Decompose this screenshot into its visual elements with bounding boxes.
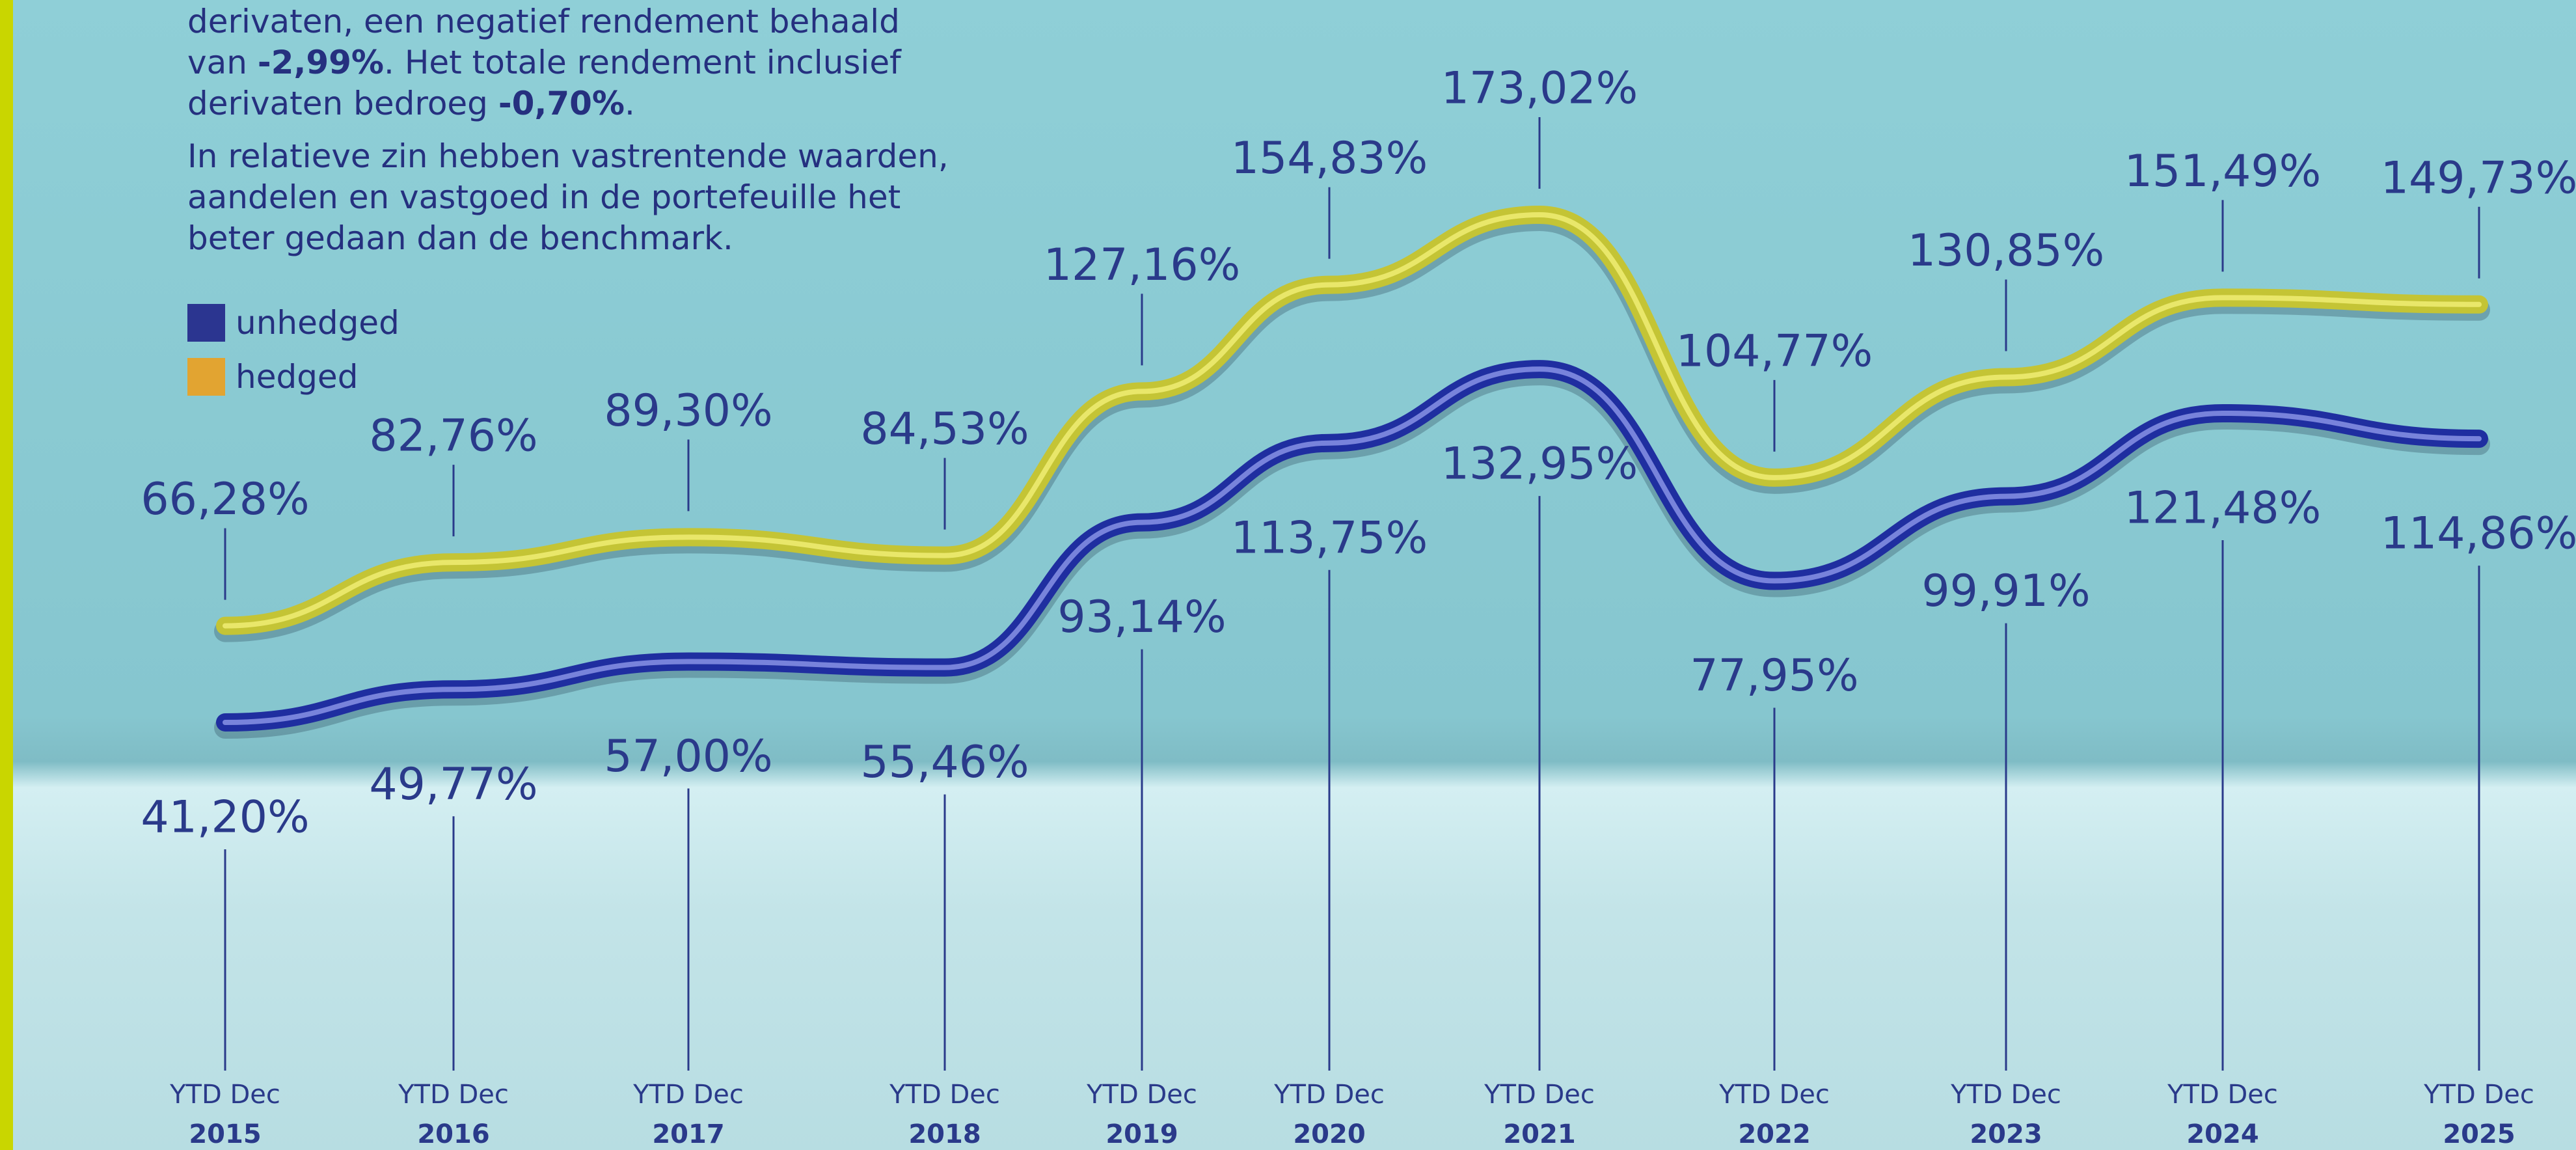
text: derivaten, een negatief rendement behaal… xyxy=(187,3,900,81)
value-label: 55,46% xyxy=(860,737,1029,788)
legend-item: unhedged xyxy=(187,304,400,342)
x-tick-label: 2022 xyxy=(1738,1119,1810,1149)
x-tick-label: 2021 xyxy=(1503,1119,1575,1149)
value-label: 127,16% xyxy=(1044,240,1241,291)
value-label: 82,76% xyxy=(369,411,537,462)
x-tick-prefix: YTD Dec xyxy=(2423,1080,2534,1110)
x-tick-prefix: YTD Dec xyxy=(632,1080,744,1110)
value-label: 132,95% xyxy=(1441,439,1638,490)
value-label: 66,28% xyxy=(141,474,309,525)
bold-text: -2,99% xyxy=(257,44,385,81)
value-label: 89,30% xyxy=(604,385,772,437)
legend-swatch xyxy=(187,304,225,342)
value-label: 99,91% xyxy=(1921,566,2090,617)
paragraph: derivaten, een negatief rendement behaal… xyxy=(187,1,968,124)
legend-swatch xyxy=(187,358,225,396)
legend-item: hedged xyxy=(187,358,358,396)
value-label: 173,02% xyxy=(1441,63,1638,115)
value-label: 114,86% xyxy=(2381,508,2576,560)
x-tick-label: 2024 xyxy=(2186,1119,2258,1149)
x-tick-label: 2020 xyxy=(1293,1119,1365,1149)
value-label: 93,14% xyxy=(1057,592,1226,643)
x-tick-prefix: YTD Dec xyxy=(2167,1080,2278,1110)
x-tick-prefix: YTD Dec xyxy=(398,1080,509,1110)
x-tick-prefix: YTD Dec xyxy=(169,1080,280,1110)
value-label: 154,83% xyxy=(1231,133,1428,184)
paragraph: In relatieve zin hebben vastrentende waa… xyxy=(187,136,968,259)
line-highlight xyxy=(223,366,2482,725)
value-label: 113,75% xyxy=(1231,512,1428,564)
line-highlight xyxy=(223,212,2482,629)
value-label: 130,85% xyxy=(1908,225,2105,277)
x-tick-label: 2018 xyxy=(908,1119,981,1149)
x-tick-label: 2015 xyxy=(189,1119,261,1149)
value-label: 41,20% xyxy=(141,792,309,843)
text-block: derivaten, een negatief rendement behaal… xyxy=(187,1,968,271)
x-tick-label: 2017 xyxy=(652,1119,724,1149)
text: . xyxy=(625,85,635,122)
value-label: 149,73% xyxy=(2381,152,2576,204)
text: . Het totale rendement inclusief derivat… xyxy=(187,44,901,122)
legend-label: unhedged xyxy=(236,304,400,342)
legend-label: hedged xyxy=(236,358,359,396)
value-label: 77,95% xyxy=(1690,650,1858,702)
x-tick-label: 2019 xyxy=(1105,1119,1178,1149)
x-tick-label: 2023 xyxy=(1970,1119,2042,1149)
value-label: 151,49% xyxy=(2124,146,2322,197)
text: In relatieve zin hebben vastrentende waa… xyxy=(187,137,949,257)
x-tick-prefix: YTD Dec xyxy=(1718,1080,1830,1110)
value-label: 57,00% xyxy=(604,731,772,782)
x-tick-prefix: YTD Dec xyxy=(889,1080,1000,1110)
value-label: 121,48% xyxy=(2124,483,2322,534)
x-tick-prefix: YTD Dec xyxy=(1484,1080,1595,1110)
x-tick-label: 2025 xyxy=(2443,1119,2515,1149)
value-label: 49,77% xyxy=(369,759,537,810)
x-tick-prefix: YTD Dec xyxy=(1086,1080,1197,1110)
x-tick-prefix: YTD Dec xyxy=(1273,1080,1385,1110)
x-tick-prefix: YTD Dec xyxy=(1950,1080,2061,1110)
bold-text: -0,70% xyxy=(498,85,625,122)
value-label: 104,77% xyxy=(1676,325,1873,377)
accent-strip xyxy=(0,0,13,1150)
x-tick-label: 2016 xyxy=(417,1119,489,1149)
value-label: 84,53% xyxy=(860,404,1029,455)
